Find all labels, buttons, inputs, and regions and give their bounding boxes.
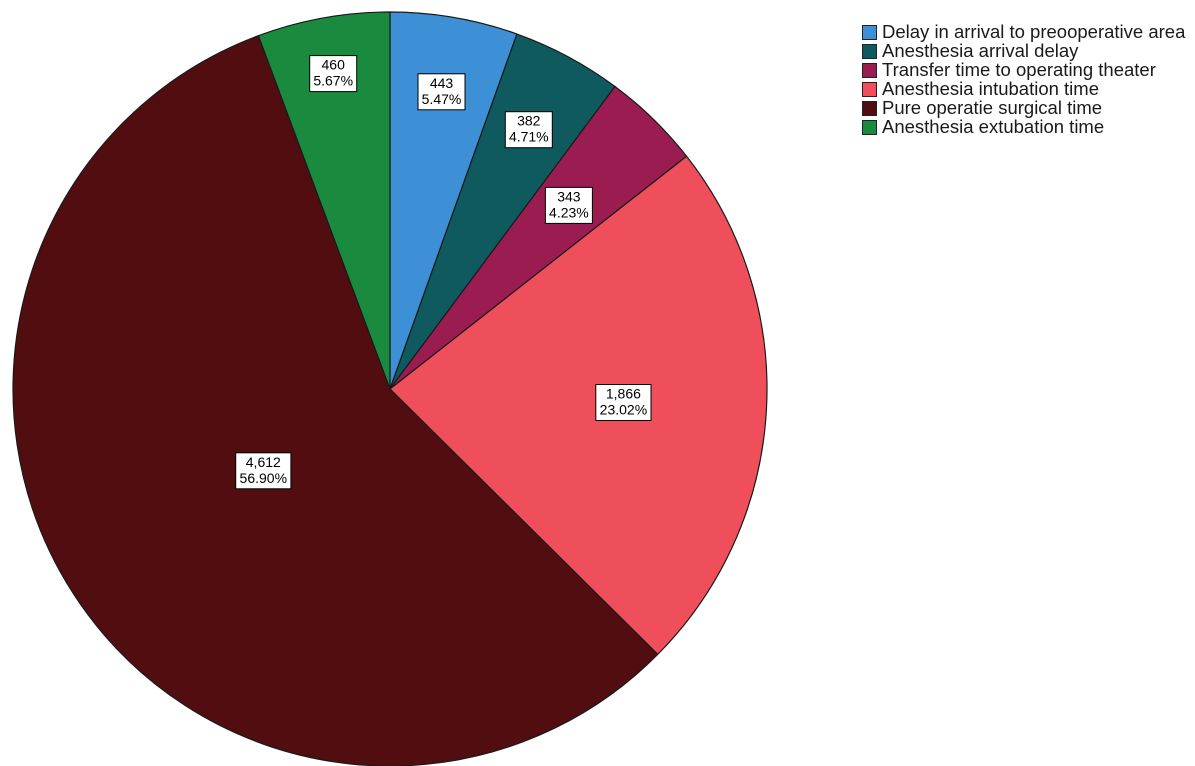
legend-item: Anesthesia extubation time: [862, 116, 1192, 137]
data-label-box: [595, 384, 652, 421]
data-label-box: [544, 186, 593, 224]
data-label-value: 343: [557, 188, 581, 204]
legend-swatch: [862, 25, 877, 40]
legend-swatch: [862, 101, 877, 116]
data-label-percent: 5.47%: [422, 91, 462, 107]
legend-item: Delay in arrival to preooperative area: [862, 21, 1192, 42]
data-label-value: 1,866: [606, 386, 641, 402]
data-label-box: [504, 111, 553, 149]
data-label-percent: 23.02%: [600, 402, 647, 418]
pie-slice: [257, 11, 391, 390]
data-label-percent: 4.71%: [509, 129, 549, 145]
legend-swatch: [862, 120, 877, 135]
data-label-box: [235, 452, 292, 490]
data-label-value: 443: [430, 75, 454, 91]
legend-item: Pure operatie surgical time: [862, 97, 1192, 118]
legend-item: Anesthesia arrival delay: [862, 40, 1192, 61]
data-label-percent: 56.90%: [240, 470, 287, 486]
data-label-box: [309, 55, 358, 93]
legend-item: Anesthesia intubation time: [862, 78, 1192, 99]
data-label-value: 4,612: [246, 454, 281, 470]
legend-swatch: [862, 63, 877, 78]
legend-label: Delay in arrival to preooperative area: [882, 21, 1186, 42]
pie-slice: [12, 34, 659, 766]
legend: Delay in arrival to preooperative area An…: [862, 22, 1192, 136]
data-label-value: 460: [322, 57, 346, 73]
data-label-value: 382: [517, 113, 541, 129]
legend-label: Anesthesia extubation time: [882, 116, 1105, 137]
pie-slices: [12, 11, 768, 766]
data-label-percent: 4.23%: [549, 204, 589, 220]
legend-item: Transfer time to operating theater: [862, 59, 1192, 80]
legend-label: Transfer time to operating theater: [882, 59, 1156, 80]
data-label-percent: 5.67%: [313, 73, 353, 89]
legend-swatch: [862, 44, 877, 59]
legend-label: Anesthesia arrival delay: [882, 40, 1079, 61]
legend-label: Pure operatie surgical time: [882, 97, 1103, 118]
data-label-box: [417, 73, 466, 111]
legend-label: Anesthesia intubation time: [882, 78, 1099, 99]
pie-slice: [389, 155, 768, 656]
legend-swatch: [862, 82, 877, 97]
